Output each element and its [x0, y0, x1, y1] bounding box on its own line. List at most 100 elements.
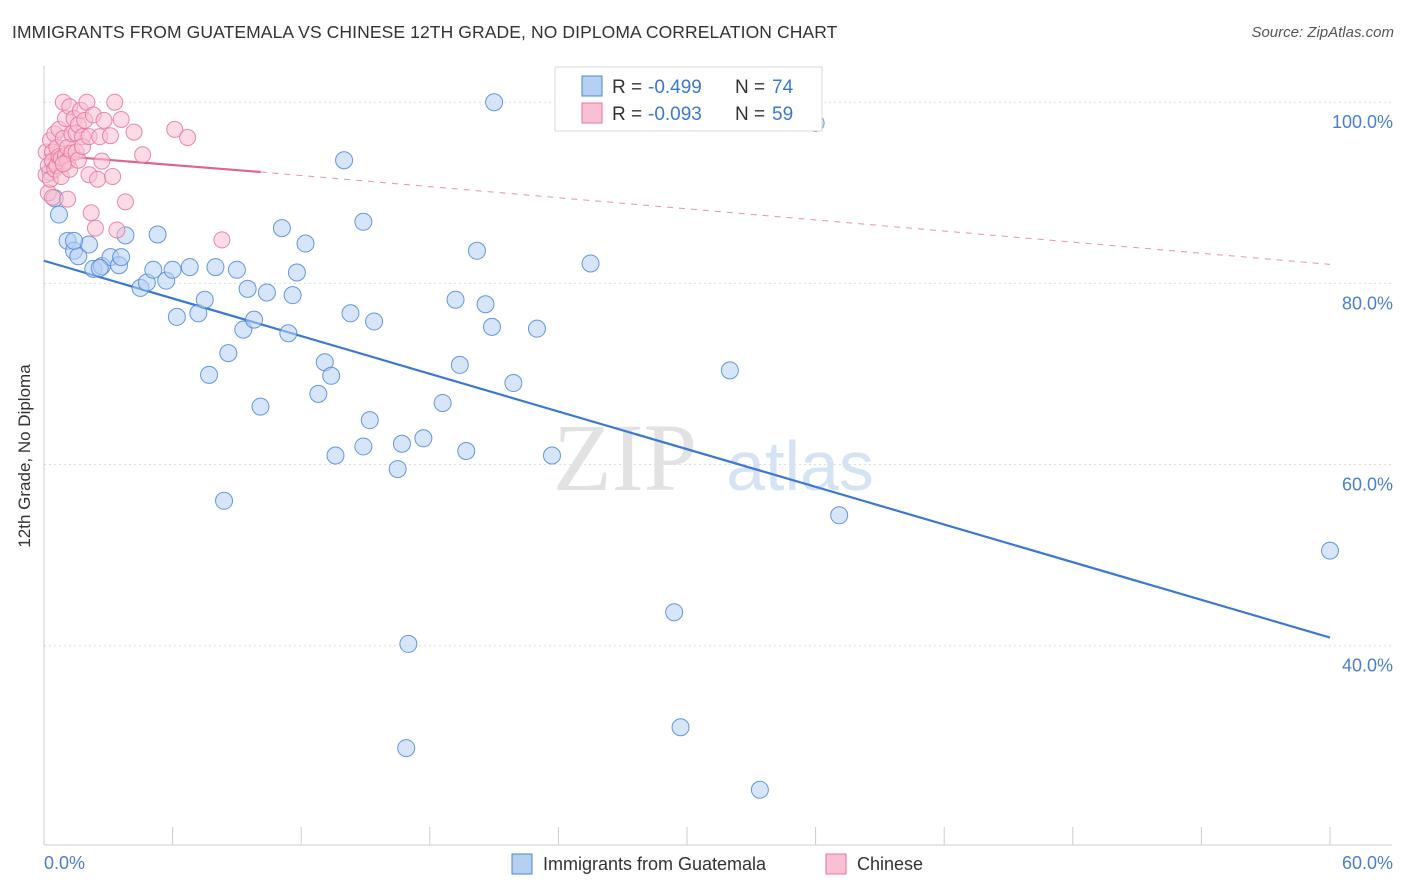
- point-guatemala: [245, 310, 264, 329]
- stats-legend-swatch-blue: [581, 75, 603, 97]
- x-tick-label: 0.0%: [44, 853, 85, 873]
- point-guatemala: [335, 151, 354, 170]
- point-guatemala: [279, 324, 298, 343]
- stats-legend-n-value-blue: 74: [772, 77, 794, 98]
- point-guatemala: [112, 248, 131, 267]
- point-guatemala: [830, 506, 849, 525]
- point-guatemala: [309, 384, 328, 403]
- point-guatemala: [287, 263, 306, 282]
- point-guatemala: [671, 718, 690, 737]
- point-guatemala: [388, 460, 407, 479]
- point-guatemala: [251, 397, 270, 416]
- watermark: ZIP atlas: [553, 404, 874, 511]
- axes: 100.0% 80.0% 60.0% 40.0% 0.0% 60.0%: [43, 66, 1393, 873]
- point-guatemala: [272, 219, 291, 238]
- point-chinese: [59, 190, 77, 208]
- point-guatemala: [326, 446, 345, 465]
- point-chinese: [125, 123, 143, 141]
- trend-line-chinese-dashed: [260, 171, 1331, 265]
- point-guatemala: [1321, 541, 1339, 560]
- point-guatemala: [467, 241, 486, 260]
- data-points: [37, 93, 1339, 799]
- y-tick-label: 40.0%: [1342, 656, 1393, 676]
- x-tick-label: 60.0%: [1342, 853, 1393, 873]
- point-guatemala: [750, 780, 769, 799]
- point-guatemala: [446, 290, 465, 309]
- point-guatemala: [257, 283, 276, 302]
- y-tick-label: 80.0%: [1342, 293, 1393, 313]
- point-chinese: [112, 110, 130, 128]
- stats-legend-n-label-pink: N =: [735, 104, 765, 125]
- point-guatemala: [65, 231, 84, 250]
- bottom-legend-swatch-chinese: [825, 853, 847, 875]
- point-guatemala: [527, 319, 546, 338]
- point-guatemala: [504, 374, 523, 393]
- point-guatemala: [414, 429, 433, 448]
- point-guatemala: [180, 258, 199, 277]
- point-guatemala: [219, 344, 238, 363]
- point-chinese: [95, 111, 113, 129]
- point-guatemala: [195, 290, 214, 309]
- y-tick-label: 60.0%: [1342, 475, 1393, 495]
- stats-legend-r-value-blue: -0.499: [648, 77, 702, 98]
- bottom-legend: Immigrants from Guatemala Chinese: [511, 853, 923, 875]
- trend-line-guatemala: [43, 259, 1331, 639]
- stats-legend-r-label-pink: R =: [612, 104, 642, 125]
- point-guatemala: [399, 634, 418, 653]
- stats-legend-r-label-blue: R =: [612, 77, 642, 98]
- point-chinese: [104, 168, 122, 186]
- stats-legend-swatch-pink: [581, 102, 603, 124]
- point-guatemala: [80, 235, 99, 254]
- y-axis-label: 12th Grade, No Diploma: [15, 364, 34, 548]
- point-guatemala: [433, 393, 452, 412]
- point-guatemala: [457, 441, 476, 460]
- point-chinese: [44, 188, 62, 206]
- point-guatemala: [360, 411, 379, 430]
- point-guatemala: [163, 260, 182, 279]
- point-chinese: [89, 170, 107, 188]
- point-guatemala: [542, 446, 561, 465]
- point-guatemala: [296, 234, 315, 253]
- point-guatemala: [200, 365, 219, 384]
- point-guatemala: [450, 355, 469, 374]
- watermark-zip: ZIP: [553, 404, 697, 511]
- point-guatemala: [50, 205, 69, 224]
- point-guatemala: [485, 93, 504, 112]
- y-tick-label: 100.0%: [1332, 112, 1393, 132]
- point-chinese: [54, 155, 72, 173]
- stats-legend-n-value-pink: 59: [772, 104, 793, 125]
- bottom-legend-swatch-guatemala: [511, 853, 533, 875]
- point-chinese: [86, 219, 104, 237]
- point-guatemala: [238, 279, 257, 298]
- point-guatemala: [354, 212, 373, 231]
- point-chinese: [166, 120, 184, 138]
- point-chinese: [106, 93, 124, 111]
- chart-title: IMMIGRANTS FROM GUATEMALA VS CHINESE 12T…: [12, 22, 838, 42]
- point-guatemala: [392, 434, 411, 453]
- point-guatemala: [206, 258, 225, 277]
- trend-lines: [43, 153, 1331, 639]
- point-guatemala: [144, 260, 163, 279]
- point-chinese: [82, 204, 100, 222]
- stats-legend-r-value-pink: -0.093: [648, 104, 702, 125]
- point-guatemala: [482, 317, 501, 336]
- point-guatemala: [322, 366, 341, 385]
- point-chinese: [93, 152, 111, 170]
- point-guatemala: [283, 286, 302, 305]
- stats-legend: R = -0.499 N = 74 R = -0.093 N = 59: [554, 66, 823, 132]
- point-guatemala: [227, 260, 246, 279]
- bottom-legend-label-guatemala: Immigrants from Guatemala: [543, 854, 767, 874]
- stats-legend-n-label-blue: N =: [735, 77, 765, 98]
- point-chinese: [108, 221, 126, 239]
- point-guatemala: [167, 307, 186, 326]
- point-guatemala: [365, 312, 384, 331]
- point-guatemala: [397, 739, 416, 758]
- point-guatemala: [581, 254, 600, 273]
- point-guatemala: [720, 361, 739, 380]
- point-chinese: [179, 129, 197, 147]
- point-guatemala: [476, 295, 495, 314]
- point-chinese: [213, 231, 231, 249]
- point-guatemala: [90, 258, 109, 277]
- point-chinese: [116, 193, 134, 211]
